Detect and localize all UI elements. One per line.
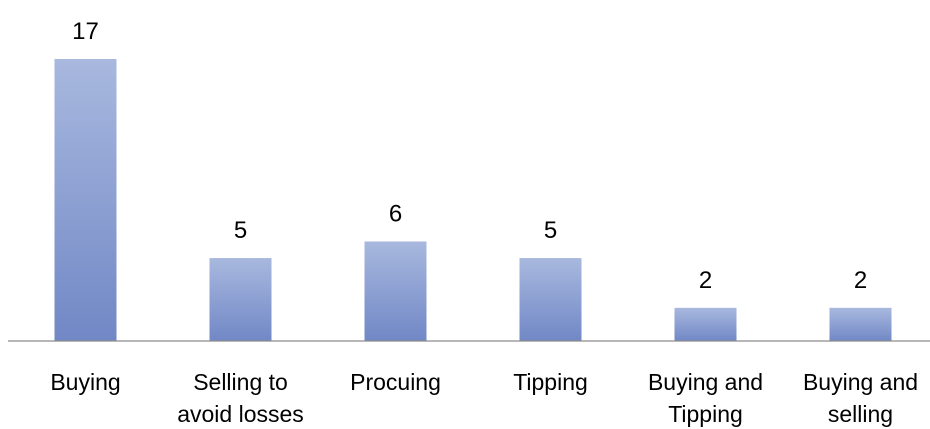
category-label-0: Buying: [50, 369, 120, 395]
labels-layer: 17 Buying 5 Selling to avoid losses 6 Procuing…: [50, 18, 918, 427]
data-label-5: 2: [854, 267, 867, 294]
category-label-5: Buying and selling: [803, 369, 918, 427]
bar-1: [209, 258, 272, 341]
data-label-1: 5: [234, 217, 247, 244]
bar-2: [364, 241, 427, 341]
bar-5: [829, 307, 892, 341]
category-label-4: Buying and Tipping: [648, 369, 763, 427]
data-label-4: 2: [699, 267, 712, 294]
category-label-1: Selling to avoid losses: [177, 369, 304, 427]
data-label-3: 5: [544, 217, 557, 244]
bar-4: [674, 307, 737, 341]
data-label-0: 17: [72, 18, 99, 45]
bar-3: [519, 258, 582, 341]
category-label-2: Procuing: [350, 369, 441, 395]
bars-layer: [54, 59, 892, 341]
bar-0: [54, 59, 117, 341]
category-label-3: Tipping: [513, 369, 588, 395]
data-label-2: 6: [389, 200, 402, 227]
